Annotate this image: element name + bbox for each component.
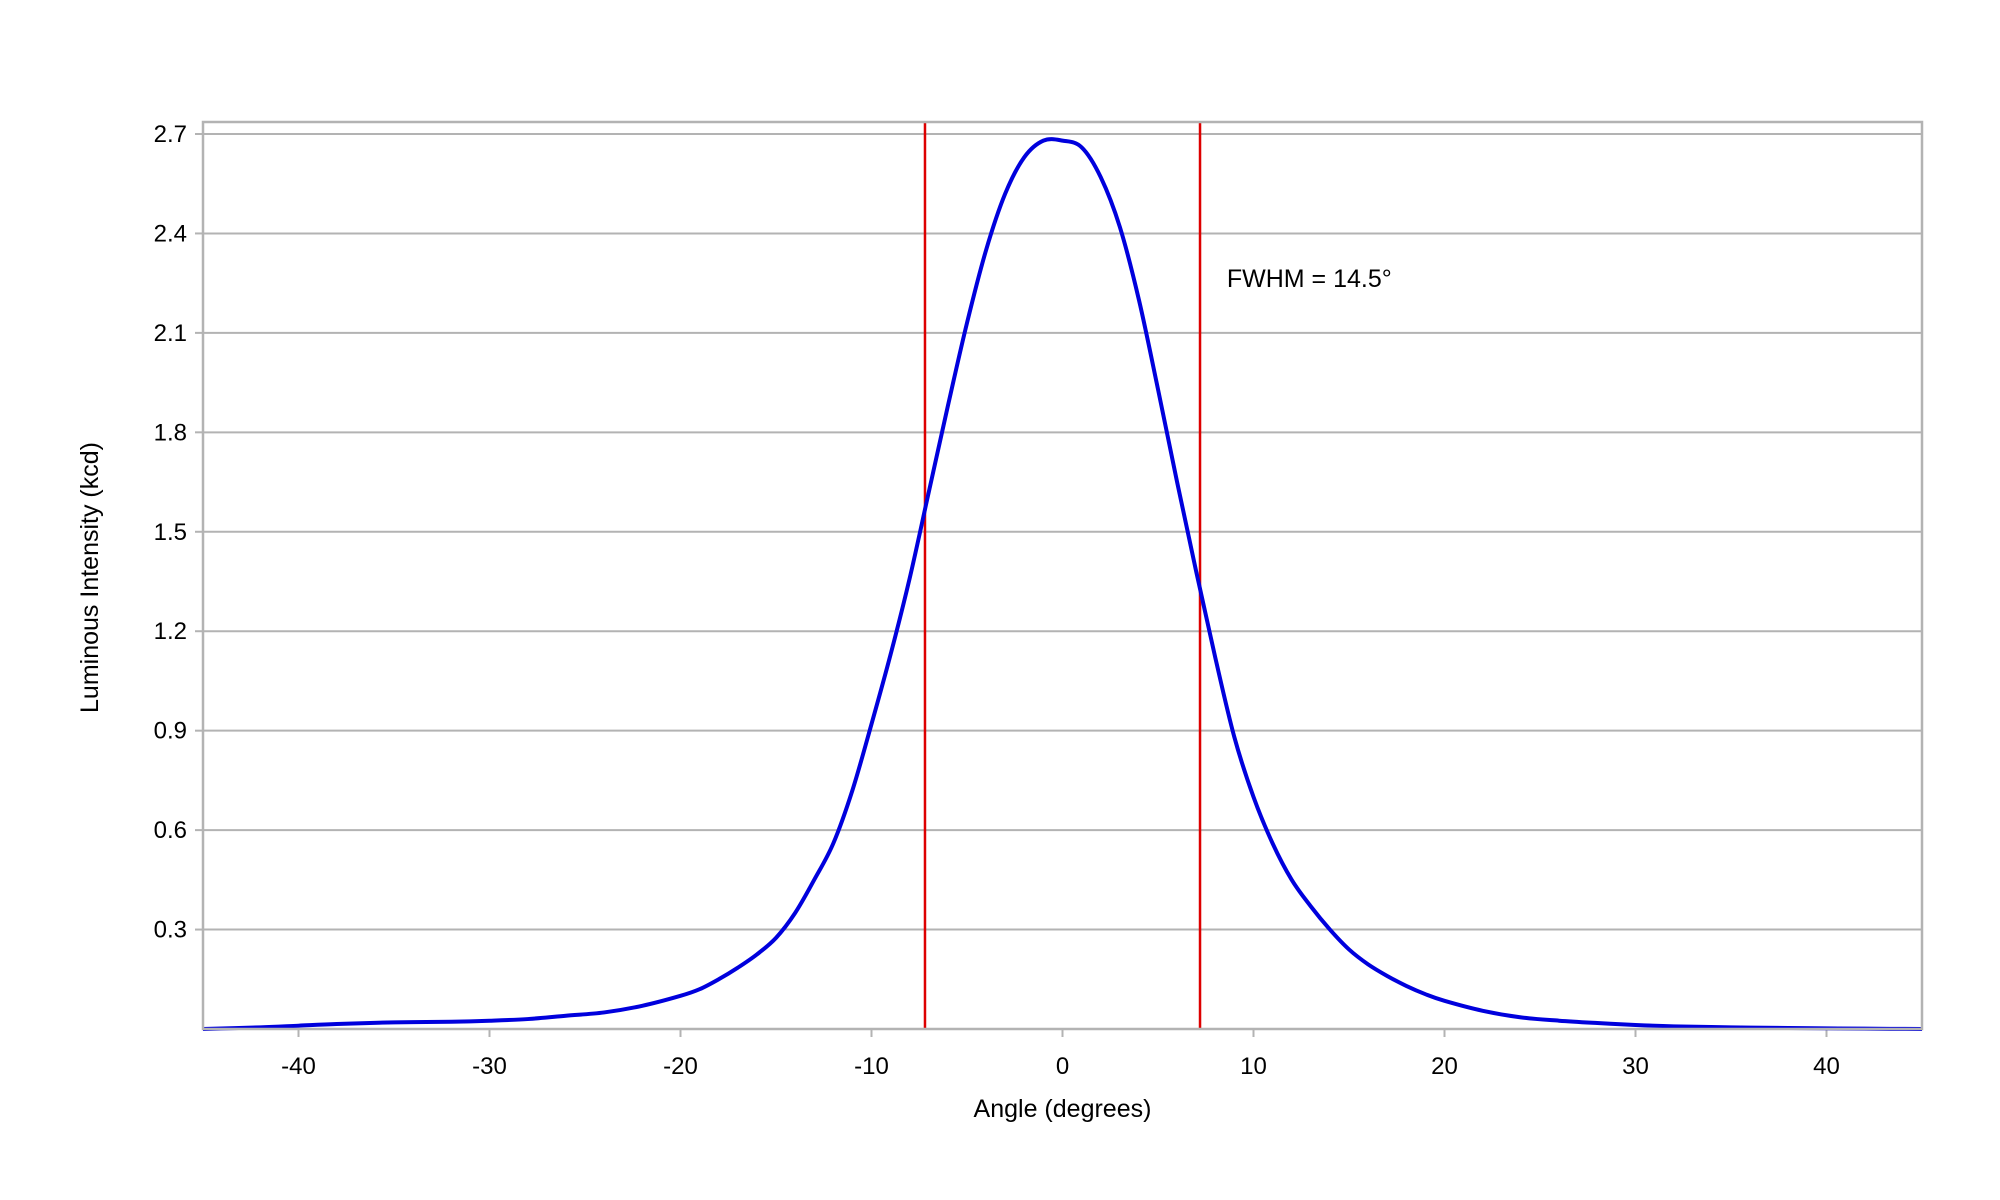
x-tick-label: -40	[281, 1053, 316, 1080]
y-axis-title: Luminous Intensity (kcd)	[76, 442, 104, 713]
y-tick-label: 1.2	[154, 618, 187, 645]
y-axis-tick-labels: 0.3 0.6 0.9 1.2 1.5 1.8 2.1 2.4 2.7	[154, 121, 187, 944]
x-tick-label: -10	[854, 1053, 889, 1080]
x-tick-label: 30	[1622, 1053, 1649, 1080]
x-tick-label: 40	[1813, 1053, 1840, 1080]
x-tick-label: -20	[663, 1053, 698, 1080]
y-tick-label: 2.7	[154, 121, 187, 148]
y-tick-label: 2.1	[154, 320, 187, 347]
intensity-curve	[202, 137, 1923, 1031]
y-tick-label: 2.4	[154, 220, 187, 247]
y-tick-label: 0.6	[154, 817, 187, 844]
series-layer	[202, 137, 1923, 1031]
x-tick-label: -30	[472, 1053, 507, 1080]
x-tick-label: 0	[1056, 1053, 1069, 1080]
y-tick-label: 1.8	[154, 419, 187, 446]
fwhm-annotation: FWHM = 14.5°	[1227, 265, 1392, 293]
plot-area-border	[201, 120, 1924, 1031]
x-tick-label: 10	[1240, 1053, 1267, 1080]
x-axis-tick-labels: -40 -30 -20 -10 0 10 20 30 40	[281, 1053, 1840, 1080]
y-tick-label: 1.5	[154, 519, 187, 546]
y-tick-label: 0.9	[154, 718, 187, 745]
reference-lines	[923, 122, 1202, 1029]
y-tick-label: 0.3	[154, 917, 187, 944]
x-axis-title: Angle (degrees)	[974, 1095, 1152, 1123]
x-tick-label: 20	[1431, 1053, 1458, 1080]
gridlines	[195, 133, 1922, 1037]
annotations: FWHM = 14.5°	[1227, 265, 1392, 293]
